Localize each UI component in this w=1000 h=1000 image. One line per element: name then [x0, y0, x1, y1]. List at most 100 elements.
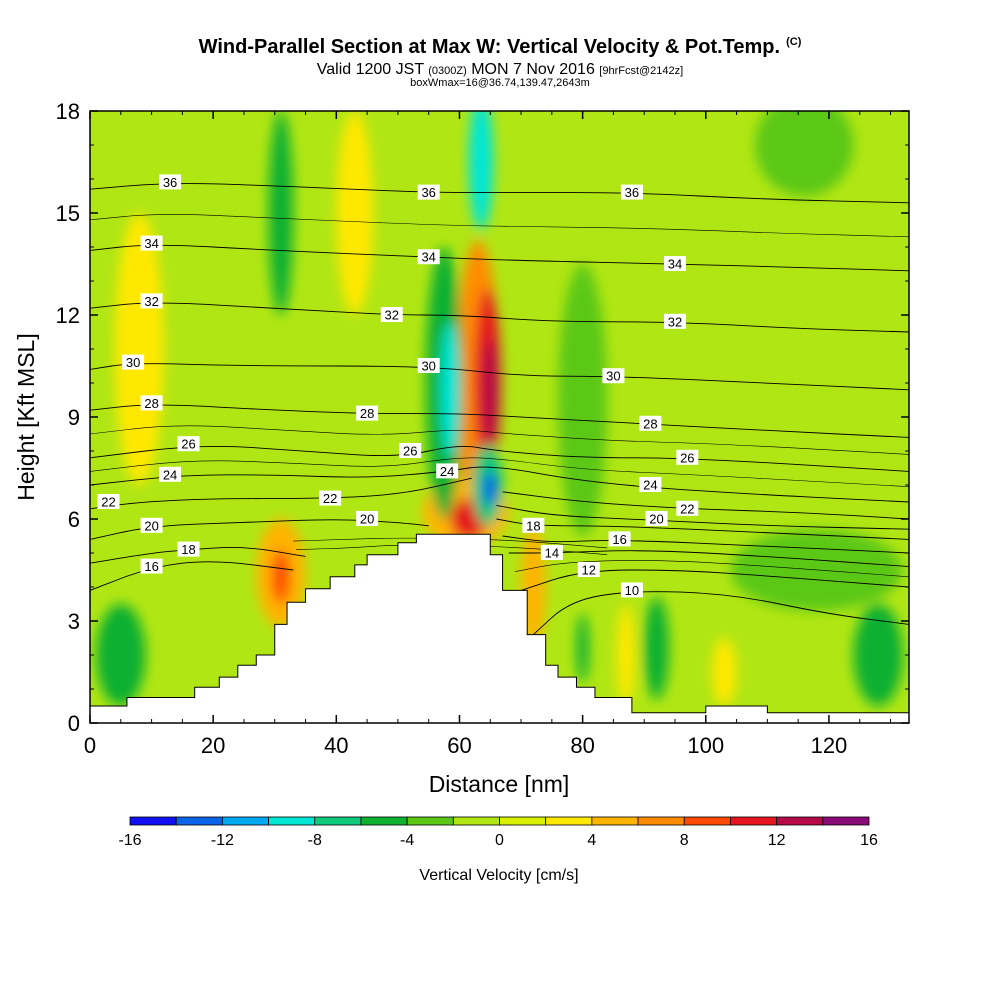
- isentrope-label-text: 14: [545, 546, 559, 561]
- isentrope-label-36: 36: [620, 184, 643, 200]
- isentrope-label-text: 26: [680, 450, 694, 465]
- isentrope-label-34: 34: [664, 256, 686, 272]
- isentrope-label-box: [140, 558, 163, 574]
- x-axis-title: Distance [nm]: [429, 771, 570, 797]
- isentrope-label-text: 36: [625, 185, 639, 200]
- colorbar-swatch: [175, 816, 223, 826]
- isentrope-label-box: [608, 531, 631, 547]
- isentrope-label-26: 26: [676, 449, 699, 465]
- isentrope-label-box: [639, 415, 662, 431]
- isentrope-label-text: 20: [360, 512, 374, 527]
- isentrope-intermediate: [90, 214, 909, 238]
- isentrope-label-text: 36: [163, 175, 177, 190]
- isentrope-label-text: 32: [385, 308, 399, 323]
- colorbar-swatch: [406, 816, 454, 826]
- isentrope-label-text: 28: [643, 416, 657, 431]
- colorbar-swatch: [452, 816, 500, 826]
- isentrope-label-12: 12: [577, 562, 600, 578]
- colorbar-swatch: [776, 816, 824, 826]
- isentrope-label-box: [177, 541, 200, 557]
- isentrope-label-16: 16: [608, 531, 631, 547]
- isentrope-22: [502, 491, 909, 520]
- isentrope-16: [502, 535, 909, 554]
- isentrope-18: [496, 518, 909, 540]
- isentrope-label-box: [436, 463, 459, 479]
- isentrope-label-box: [664, 256, 686, 271]
- isentrope-label-32: 32: [140, 293, 163, 309]
- isentrope-label-36: 36: [417, 184, 440, 200]
- x-tick-label: 100: [687, 733, 724, 758]
- isentrope-label-box: [645, 511, 668, 526]
- isentrope-32: [90, 302, 909, 333]
- isentrope-label-24: 24: [436, 463, 459, 479]
- y-tick-label: 18: [56, 99, 80, 124]
- isentrope-intermediate: [90, 457, 909, 487]
- isentrope-label-text: 22: [680, 501, 694, 516]
- velocity-cell-13: [336, 111, 374, 315]
- isentrope-label-box: [140, 235, 163, 251]
- isentrope-label-box: [522, 517, 545, 533]
- isentrope-label-text: 24: [440, 464, 454, 479]
- y-tick-label: 3: [68, 609, 80, 634]
- isentrope-label-box: [417, 358, 440, 373]
- isentrope-label-text: 16: [144, 559, 158, 574]
- y-tick-label: 12: [56, 303, 80, 328]
- isentrope-label-box: [417, 249, 440, 265]
- colorbar-tick-label: 4: [587, 832, 596, 849]
- colorbar-swatch: [591, 816, 639, 826]
- colorbar-swatch: [822, 816, 870, 826]
- isentrope-label-text: 26: [181, 437, 195, 452]
- x-tick-label: 40: [324, 733, 348, 758]
- colorbar-title: Vertical Velocity [cm/s]: [419, 867, 578, 884]
- isentrope-intermediate: [296, 544, 608, 555]
- forecast-info-text: [9hrFcst@2142z]: [599, 65, 684, 77]
- isentrope-label-20: 20: [356, 511, 379, 527]
- isentrope-label-box: [159, 174, 182, 190]
- isentrope-label-box: [356, 511, 379, 526]
- isentrope-12: [520, 569, 909, 591]
- colorbar-swatch: [129, 816, 177, 826]
- box-wmax-line: boxWmax=16@36.74,139.47,2643m: [410, 77, 590, 89]
- velocity-cell-16: [616, 604, 635, 706]
- isentrope-label-text: 28: [144, 396, 158, 411]
- isentrope-label-22: 22: [97, 494, 120, 510]
- isentrope-label-box: [399, 443, 422, 458]
- chart-title-text: Wind-Parallel Section at Max W: Vertical…: [198, 36, 781, 58]
- colorbar-tick-label: 8: [680, 832, 689, 849]
- isentrope-label-28: 28: [140, 395, 163, 411]
- isentrope-label-text: 34: [421, 250, 435, 265]
- isentrope-label-34: 34: [140, 235, 163, 251]
- x-tick-label: 120: [811, 733, 848, 758]
- isentrope-label-30: 30: [602, 368, 625, 384]
- y-tick-label: 9: [68, 405, 80, 430]
- isentrope-label-text: 12: [582, 563, 596, 578]
- isentrope-label-34: 34: [417, 249, 440, 265]
- isentrope-label-box: [97, 494, 120, 509]
- isentrope-label-22: 22: [676, 500, 699, 516]
- colorbar-swatch: [683, 816, 731, 826]
- x-tick-label: 0: [84, 733, 96, 758]
- isentrope-label-text: 28: [360, 406, 374, 421]
- velocity-cell-20: [96, 604, 146, 706]
- isentrope-label-18: 18: [177, 541, 200, 557]
- colorbar-tick-label: 0: [495, 832, 504, 849]
- isentrope-labels: 10 12 14 16 16 18 18 20 20 22 22 24 26 28 30 32 34 36 36 36…: [97, 174, 699, 598]
- velocity-cell-17: [711, 638, 737, 706]
- isentrope-intermediate: [514, 560, 909, 578]
- colorbar: -16 -12 -8 -4 0 4 8 12 16: [118, 816, 878, 849]
- isentrope-label-text: 32: [668, 314, 682, 329]
- isentrope-label-32: 32: [664, 313, 686, 329]
- colorbar-tick-label: -16: [118, 832, 141, 849]
- isentrope-label-20: 20: [140, 517, 163, 533]
- isentrope-label-text: 10: [625, 583, 639, 598]
- x-tick-label: 80: [570, 733, 594, 758]
- colorbar-tick-label: -4: [400, 832, 414, 849]
- isentrope-label-box: [602, 368, 625, 384]
- isentrope-label-box: [122, 354, 145, 370]
- isentrope-label-box: [140, 395, 163, 411]
- valid-utc-text: (0300Z): [428, 65, 467, 77]
- isentrope-label-text: 30: [421, 359, 435, 374]
- isentrope-intermediate: [293, 537, 608, 549]
- isentrope-label-box: [319, 490, 342, 506]
- colorbar-swatch: [314, 816, 362, 826]
